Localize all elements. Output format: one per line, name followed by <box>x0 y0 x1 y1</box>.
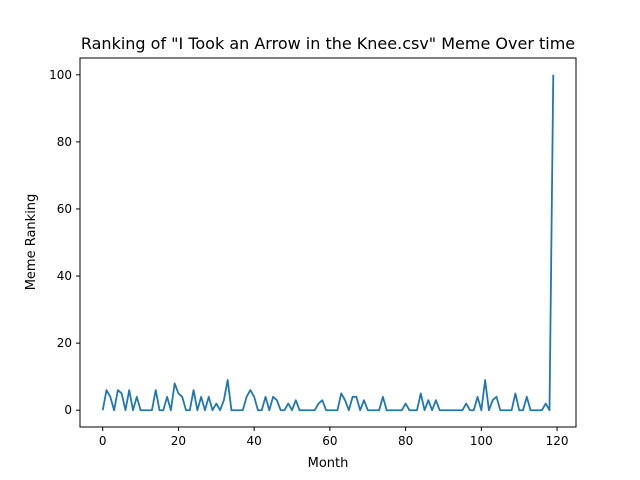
x-axis: 0 20 40 60 80 100 120 <box>99 427 569 448</box>
x-axis-label: Month <box>308 456 349 471</box>
y-tick-label: 80 <box>57 135 72 149</box>
x-tick-label: 0 <box>99 434 107 448</box>
y-tick-label: 60 <box>57 202 72 216</box>
y-tick-label: 0 <box>64 403 72 417</box>
x-tick-label: 40 <box>247 434 262 448</box>
y-axis-label: Meme Ranking <box>24 194 39 291</box>
y-axis: 0 20 40 60 80 100 <box>49 68 80 417</box>
y-tick-label: 100 <box>49 68 72 82</box>
chart-title: Ranking of "I Took an Arrow in the Knee.… <box>81 34 575 53</box>
plot-area <box>101 74 555 412</box>
x-tick-label: 120 <box>546 434 569 448</box>
y-tick-label: 20 <box>57 336 72 350</box>
x-tick-label: 20 <box>171 434 186 448</box>
x-tick-label: 60 <box>322 434 337 448</box>
x-tick-label: 80 <box>398 434 413 448</box>
plot-frame <box>79 57 577 428</box>
x-tick-label: 100 <box>470 434 493 448</box>
y-tick-label: 40 <box>57 269 72 283</box>
series-line-0 <box>101 74 555 412</box>
